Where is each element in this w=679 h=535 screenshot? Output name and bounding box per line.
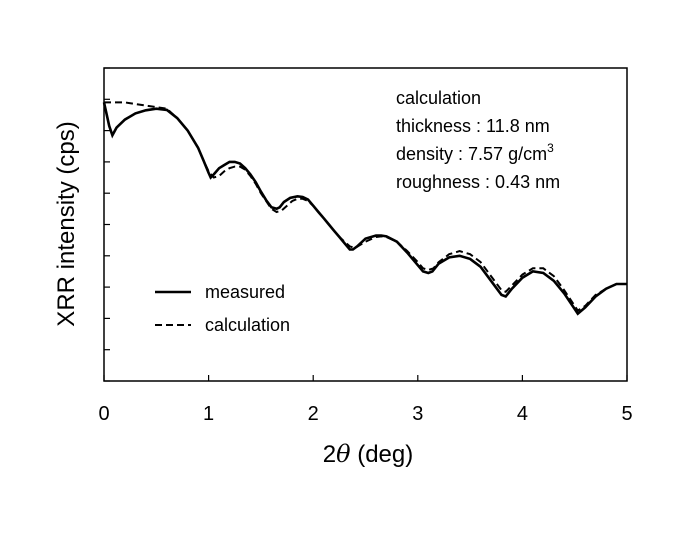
annotation-roughness: roughness : 0.43 nm [396, 172, 560, 192]
x-tick-label: 5 [621, 403, 632, 425]
y-axis-title: XRR intensity (cps) [53, 121, 80, 326]
plot-area [103, 67, 628, 382]
annotation-box: calculation thickness : 11.8 nm density … [396, 88, 560, 192]
legend-measured-label: measured [205, 282, 285, 302]
legend-calculation-label: calculation [205, 315, 290, 335]
annotation-title: calculation [396, 88, 481, 108]
legend: measured calculation [155, 282, 290, 335]
annotation-density: density : 7.57 g/cm3 [396, 141, 554, 164]
y-axis-ticks [104, 67, 110, 382]
x-tick-label: 0 [98, 403, 109, 425]
x-axis-ticks [103, 375, 628, 381]
x-tick-label: 2 [308, 403, 319, 425]
annotation-density-superscript: 3 [547, 141, 554, 155]
annotation-density-text: density : 7.57 g/cm [396, 144, 547, 164]
x-tick-labels: 0 1 2 3 4 5 [98, 403, 632, 425]
x-axis-title: 2θ (deg) [323, 440, 414, 468]
x-tick-label: 3 [412, 403, 423, 425]
x-tick-label: 1 [203, 403, 214, 425]
x-axis-title-prefix: 2 [323, 441, 336, 468]
series-measured-line [102, 102, 627, 316]
annotation-thickness: thickness : 11.8 nm [396, 116, 550, 136]
x-tick-label: 4 [517, 403, 528, 425]
x-axis-title-theta: θ [336, 440, 351, 468]
x-axis-title-suffix: (deg) [351, 441, 414, 468]
